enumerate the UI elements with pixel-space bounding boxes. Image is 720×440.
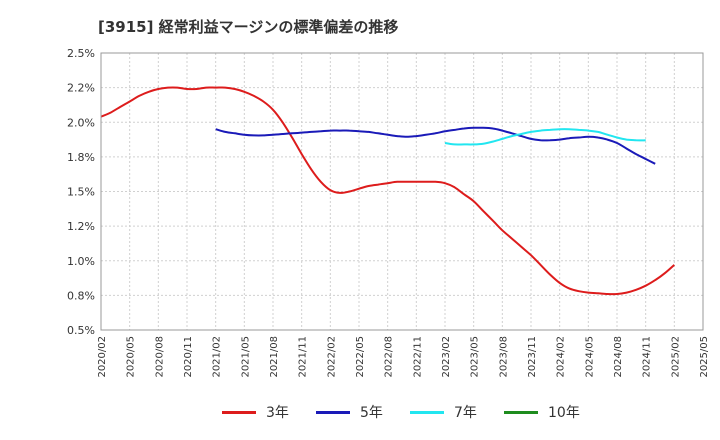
y-tick-label: 2.5% — [67, 47, 95, 60]
x-tick-label: 2021/08 — [269, 336, 280, 378]
legend-item-10y[interactable]: 10年 — [504, 402, 580, 422]
y-tick-label: 1.2% — [67, 220, 95, 233]
y-tick-label: 1.8% — [67, 151, 95, 164]
x-tick-label: 2025/02 — [670, 336, 681, 378]
x-tick-label: 2020/02 — [97, 336, 108, 378]
x-tick-label: 2022/11 — [412, 336, 423, 378]
x-tick-label: 2024/05 — [584, 336, 595, 378]
x-tick-label: 2021/11 — [298, 336, 309, 378]
x-tick-label: 2024/02 — [556, 336, 567, 378]
x-tick-label: 2023/02 — [441, 336, 452, 378]
chart-title: [3915] 経常利益マージンの標準偏差の推移 — [98, 18, 399, 36]
x-tick-label: 2022/02 — [326, 336, 337, 378]
y-tick-label: 1.5% — [67, 186, 95, 199]
legend-label-10y: 10年 — [548, 405, 580, 421]
legend-swatch-10y — [504, 410, 538, 414]
x-tick-label: 2024/08 — [613, 336, 624, 378]
y-tick-label: 0.5% — [67, 324, 95, 337]
legend-label-3y: 3年 — [266, 405, 289, 421]
legend-label-5y: 5年 — [360, 405, 383, 421]
x-tick-label: 2024/11 — [642, 336, 653, 378]
y-axis-ticks: 0.5% 0.8% 1.0% 1.2% 1.5% 1.8% 2.0% 2.2% 2.5% — [67, 47, 95, 337]
x-tick-label: 2023/05 — [470, 336, 481, 378]
grid-lines — [100, 52, 704, 331]
legend: 3年 5年 7年 10年 — [0, 402, 720, 426]
series-line-2 — [444, 128, 646, 146]
legend-item-7y[interactable]: 7年 — [410, 402, 477, 422]
series-line-1 — [215, 126, 656, 165]
x-tick-label: 2020/11 — [183, 336, 194, 378]
y-tick-label: 2.0% — [67, 116, 95, 129]
series-line-0 — [100, 86, 675, 296]
x-tick-label: 2022/05 — [355, 336, 366, 378]
x-tick-label: 2023/08 — [498, 336, 509, 378]
legend-swatch-3y — [222, 410, 256, 414]
x-tick-label: 2020/08 — [154, 336, 165, 378]
y-tick-label: 2.2% — [67, 82, 95, 95]
plot-frame — [100, 52, 704, 331]
x-tick-label: 2020/05 — [126, 336, 137, 378]
x-tick-label: 2021/05 — [240, 336, 251, 378]
legend-item-3y[interactable]: 3年 — [222, 402, 289, 422]
legend-swatch-5y — [316, 410, 350, 414]
x-tick-label: 2023/11 — [527, 336, 538, 378]
legend-label-7y: 7年 — [454, 405, 477, 421]
series-layer — [100, 86, 675, 296]
x-tick-label: 2021/02 — [212, 336, 223, 378]
x-tick-label: 2022/08 — [384, 336, 395, 378]
y-tick-label: 0.8% — [67, 289, 95, 302]
y-tick-label: 1.0% — [67, 255, 95, 268]
line-chart: 0.5% 0.8% 1.0% 1.2% 1.5% 1.8% 2.0% 2.2% 2.5% 202… — [67, 47, 710, 378]
legend-item-5y[interactable]: 5年 — [316, 402, 383, 422]
x-axis-ticks: 2020/02 2020/05 2020/08 2020/11 2021/02 2021/… — [97, 336, 710, 378]
x-tick-label: 2025/05 — [699, 336, 710, 378]
legend-swatch-7y — [410, 410, 444, 414]
